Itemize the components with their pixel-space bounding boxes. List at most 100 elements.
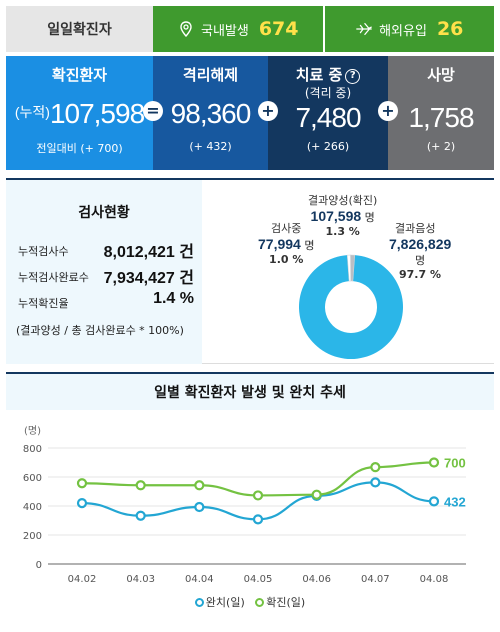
negative-unit: 명: [415, 254, 426, 267]
y-tick-label: 0: [36, 560, 42, 571]
cumulative-stats: 확진환자 (누적)107,598 전일대비 (+ 700) 격리해제 98,36…: [6, 56, 494, 170]
treating-title-row: 치료 중?: [268, 64, 388, 85]
series-line-cured: [81, 481, 435, 521]
negative-count: 7,826,829: [389, 236, 451, 252]
y-axis-unit: (명): [24, 425, 41, 437]
data-point[interactable]: [428, 496, 440, 507]
positive-unit: 명: [364, 211, 375, 224]
pending-label: 검사중 77,994 명 1.0 %: [258, 220, 314, 266]
positive-label: 결과양성(확진) 107,598 명 1.3 %: [308, 192, 377, 238]
data-point[interactable]: [194, 501, 205, 513]
x-tick-label: 04.06: [302, 574, 331, 585]
confirmed-legend-label: 확진(일): [266, 596, 306, 609]
data-point[interactable]: [76, 478, 88, 489]
equals-sign: =: [143, 101, 163, 121]
negative-title: 결과음성: [395, 222, 436, 235]
pending-unit: 명: [304, 239, 315, 252]
y-tick-label: 600: [23, 473, 42, 484]
test-status-panel: 검사현황 누적검사수 8,012,421 건 누적검사완료수 7,934,427…: [6, 178, 494, 364]
trend-legend: 완치(일) 확진(일): [6, 594, 494, 610]
positive-value: 107,598: [310, 208, 362, 224]
test-status-title: 검사현황: [78, 205, 130, 221]
y-tick-label: 800: [23, 444, 42, 455]
data-point[interactable]: [194, 480, 205, 491]
released-box: 격리해제 98,360 (+ 432): [153, 56, 268, 170]
released-title: 격리해제: [182, 66, 239, 84]
confirmed-box: 확진환자 (누적)107,598 전일대비 (+ 700): [6, 56, 153, 170]
data-point[interactable]: [135, 480, 146, 491]
treating-value: 7,480: [295, 102, 361, 133]
test-result-donut-chart: [299, 254, 403, 359]
help-icon[interactable]: ?: [345, 69, 361, 84]
y-tick-label: 400: [23, 502, 42, 513]
cumulative-tests-label: 누적검사수: [18, 245, 69, 258]
donut-segment-negative: [299, 255, 403, 359]
x-tick-label: 04.02: [68, 574, 97, 585]
location-pin-icon: [180, 21, 192, 38]
daily-confirmed-label: 일일확진자: [6, 6, 153, 52]
overseas-label: 해외유입: [379, 23, 427, 39]
daily-confirmed-bar: 일일확진자 국내발생 674 해외유입 26: [6, 6, 494, 52]
data-point[interactable]: [370, 462, 381, 473]
pending-count: 77,994 명: [258, 236, 314, 253]
data-point[interactable]: [252, 514, 264, 525]
pending-value: 77,994: [258, 236, 301, 252]
domestic-cell: 국내발생 674: [153, 6, 323, 52]
confirmed-legend-marker: [255, 598, 265, 607]
data-point[interactable]: [311, 489, 322, 500]
positive-rate-formula: (결과양성 / 총 검사완료수 * 100%): [16, 324, 184, 337]
x-tick-label: 04.03: [126, 574, 155, 585]
x-tick-label: 04.08: [420, 574, 449, 585]
confirmed-delta: 전일대비 (+ 700): [36, 142, 123, 155]
trend-title: 일별 확진환자 발생 및 완치 추세: [6, 374, 494, 410]
deceased-box: 사망 1,758 (+ 2): [388, 56, 494, 170]
airplane-icon: [356, 22, 372, 36]
negative-pct: 97.7 %: [399, 268, 441, 281]
data-point[interactable]: [370, 477, 381, 488]
series-end-label: 700: [444, 456, 466, 471]
trend-line-chart: (명) 0 200 400 600 800 04.02 04.03 04.04 04.05 04.0…: [23, 425, 466, 585]
x-tick-label: 04.07: [361, 574, 390, 585]
positive-rate-value: 1.4 %: [153, 290, 194, 307]
y-tick-label: 200: [23, 531, 42, 542]
treating-sub: (격리 중): [304, 86, 352, 100]
domestic-label: 국내발생: [200, 23, 249, 39]
pending-pct: 1.0 %: [269, 253, 304, 266]
released-delta: (+ 432): [189, 140, 232, 153]
confirmed-number: (누적)107,598: [6, 98, 153, 130]
plus-sign: +: [258, 101, 278, 121]
confirmed-value: 107,598: [49, 98, 145, 129]
completed-tests-label: 누적검사완료수: [18, 271, 89, 284]
series-end-label: 432: [444, 494, 466, 509]
confirmed-prefix: (누적): [14, 104, 50, 120]
plus-sign: +: [378, 101, 398, 121]
released-value: 98,360: [170, 98, 252, 129]
cured-legend-label: 완치(일): [205, 596, 245, 609]
treating-delta: (+ 266): [306, 140, 350, 153]
positive-rate-label: 누적확진율: [18, 297, 69, 310]
overseas-value: 26: [436, 18, 464, 40]
deceased-title: 사망: [427, 66, 455, 84]
data-point[interactable]: [252, 490, 264, 501]
donut-segment-positive: [350, 254, 356, 282]
negative-value: 7,826,829: [389, 236, 452, 252]
x-tick-label: 04.05: [244, 574, 273, 585]
x-tick-label: 04.04: [185, 574, 214, 585]
domestic-value: 674: [258, 18, 299, 40]
deceased-delta: (+ 2): [426, 140, 456, 153]
positive-title: 결과양성(확진): [308, 194, 378, 207]
data-point[interactable]: [76, 497, 88, 509]
positive-count: 107,598 명: [308, 208, 377, 225]
test-summary: 검사현황 누적검사수 8,012,421 건 누적검사완료수 7,934,427…: [6, 180, 202, 364]
data-point[interactable]: [135, 510, 146, 521]
cured-legend-marker: [194, 598, 204, 607]
overseas-cell: 해외유입 26: [322, 6, 494, 52]
treating-box: 치료 중? (격리 중) 7,480 (+ 266): [268, 56, 388, 170]
data-point[interactable]: [428, 457, 440, 468]
completed-tests-value: 7,934,427 건: [103, 270, 194, 287]
cumulative-tests-value: 8,012,421 건: [103, 244, 194, 261]
confirmed-title: 확진환자: [51, 66, 108, 84]
daily-trend-panel: 일별 확진환자 발생 및 완치 추세 (명) 0 200 400 600 800 04.02…: [6, 372, 494, 624]
treating-title: 치료 중: [295, 66, 343, 84]
negative-label: 결과음성 7,826,829 명 97.7 %: [389, 220, 451, 281]
